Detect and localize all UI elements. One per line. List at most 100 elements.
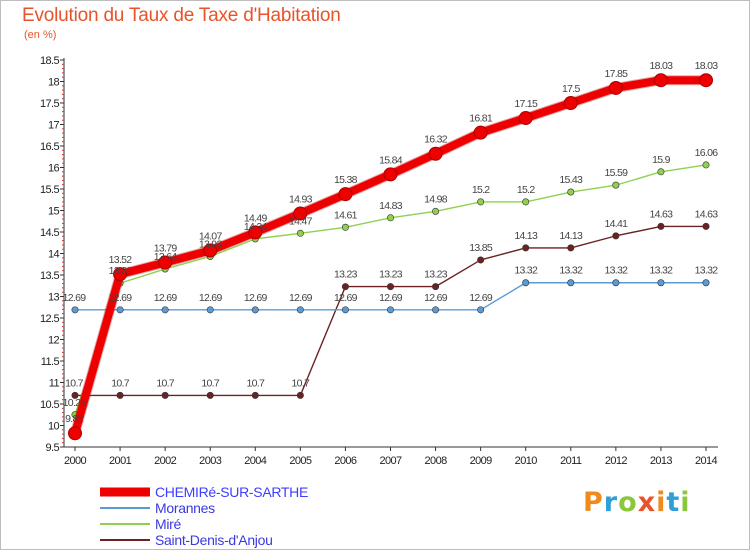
data-label-morannes: 13.32 (559, 265, 583, 277)
x-tick-label: 2014 (695, 455, 718, 467)
x-tick-label: 2011 (560, 455, 582, 467)
x-tick-label: 2012 (605, 455, 628, 467)
data-point-saint-denis-d-anjou (206, 391, 214, 399)
x-tick-label: 2001 (109, 455, 132, 467)
data-label-mir: 14.47 (289, 215, 313, 227)
data-label-saint-denis-d-anjou: 14.41 (604, 218, 628, 230)
y-tick-label: 11 (49, 378, 60, 390)
data-point-morannes (432, 306, 440, 314)
data-point-mir (612, 181, 620, 189)
data-point-morannes (341, 306, 349, 314)
x-tick-label: 2002 (154, 455, 177, 467)
data-label-morannes: 13.32 (650, 265, 674, 277)
data-point-chemir-sur-sarthe (158, 255, 173, 270)
data-label-saint-denis-d-anjou: 10.7 (156, 377, 174, 389)
data-label-chemir-sur-sarthe: 18.03 (695, 60, 719, 72)
data-label-mir: 15.2 (517, 184, 535, 196)
data-point-morannes (612, 279, 620, 287)
legend-label: Morannes (155, 500, 215, 516)
data-point-saint-denis-d-anjou (477, 256, 485, 264)
data-label-chemir-sur-sarthe: 15.38 (334, 174, 358, 186)
y-tick-label: 16.5 (40, 141, 59, 153)
data-label-mir: 13.31 (109, 265, 133, 277)
logo-letter: i (680, 487, 691, 518)
x-tick-label: 2004 (244, 455, 267, 467)
data-label-chemir-sur-sarthe: 13.79 (154, 243, 178, 255)
data-point-chemir-sur-sarthe (428, 146, 443, 161)
data-point-morannes (386, 306, 394, 314)
data-label-morannes: 12.69 (199, 292, 223, 304)
y-tick-label: 10.5 (40, 399, 59, 411)
data-point-chemir-sur-sarthe (473, 125, 488, 140)
data-point-chemir-sur-sarthe (203, 243, 218, 258)
data-label-morannes: 12.69 (109, 292, 133, 304)
y-tick-label: 18.5 (40, 55, 59, 67)
legend-label: Saint-Denis-d'Anjou (155, 532, 273, 548)
data-point-mir (522, 198, 530, 206)
data-label-saint-denis-d-anjou: 10.7 (65, 377, 83, 389)
y-tick-label: 18 (48, 77, 60, 89)
y-tick-label: 9.5 (46, 442, 60, 454)
data-point-saint-denis-d-anjou (386, 283, 394, 291)
y-tick-label: 17.5 (40, 98, 59, 110)
data-label-morannes: 13.32 (604, 265, 628, 277)
chart-title: Evolution du Taux de Taxe d'Habitation (22, 5, 341, 26)
data-label-mir: 16.06 (695, 147, 719, 159)
data-label-saint-denis-d-anjou: 13.85 (469, 242, 493, 254)
data-point-morannes (657, 279, 665, 287)
data-point-chemir-sur-sarthe (653, 73, 668, 88)
data-point-mir (702, 161, 710, 169)
data-point-morannes (116, 306, 124, 314)
data-label-morannes: 13.32 (514, 265, 538, 277)
data-label-saint-denis-d-anjou: 10.7 (111, 377, 129, 389)
data-label-mir: 15.2 (472, 184, 490, 196)
data-label-chemir-sur-sarthe: 15.84 (379, 154, 403, 166)
chart-legend: CHEMIRé-SUR-SARTHEMorannesMiréSaint-Deni… (100, 484, 308, 548)
data-point-chemir-sur-sarthe (383, 167, 398, 182)
data-label-mir: 14.83 (379, 200, 403, 212)
y-tick-label: 15.5 (40, 184, 59, 196)
data-label-chemir-sur-sarthe: 14.49 (244, 212, 268, 224)
data-label-mir: 15.9 (652, 154, 670, 166)
data-label-saint-denis-d-anjou: 13.23 (379, 269, 403, 281)
data-point-saint-denis-d-anjou (522, 244, 530, 252)
y-tick-label: 14 (48, 249, 60, 261)
data-point-saint-denis-d-anjou (702, 222, 710, 230)
data-point-saint-denis-d-anjou (432, 283, 440, 291)
series-layer (68, 73, 713, 441)
data-point-chemir-sur-sarthe (518, 111, 533, 126)
data-label-saint-denis-d-anjou: 10.7 (201, 377, 219, 389)
data-point-saint-denis-d-anjou (251, 391, 259, 399)
data-label-chemir-sur-sarthe: 16.81 (469, 113, 493, 125)
data-label-saint-denis-d-anjou: 14.63 (695, 208, 719, 220)
y-tick-label: 13.5 (40, 270, 59, 282)
data-point-mir (477, 198, 485, 206)
data-label-morannes: 12.69 (469, 292, 493, 304)
data-point-chemir-sur-sarthe (699, 73, 713, 88)
data-label-saint-denis-d-anjou: 13.23 (424, 269, 448, 281)
data-label-morannes: 12.69 (379, 292, 403, 304)
data-label-chemir-sur-sarthe: 18.03 (650, 60, 674, 72)
y-tick-label: 14.5 (40, 227, 59, 239)
data-label-morannes: 12.69 (154, 292, 178, 304)
data-label-chemir-sur-sarthe: 14.07 (199, 230, 223, 242)
data-label-morannes: 12.69 (289, 292, 313, 304)
legend-label: CHEMIRé-SUR-SARTHE (155, 484, 308, 500)
data-point-mir (341, 223, 349, 231)
data-point-mir (386, 214, 394, 222)
x-tick-label: 2000 (64, 455, 87, 467)
data-label-mir: 13.64 (154, 251, 178, 263)
data-label-saint-denis-d-anjou: 10.7 (246, 377, 264, 389)
data-label-chemir-sur-sarthe: 17.15 (514, 98, 538, 110)
data-label-chemir-sur-sarthe: 17.85 (604, 68, 628, 80)
proxiti-logo: Proxiti (583, 487, 691, 518)
data-label-chemir-sur-sarthe: 13.52 (109, 254, 133, 266)
data-label-morannes: 12.69 (334, 292, 358, 304)
data-point-morannes (251, 306, 259, 314)
data-label-chemir-sur-sarthe: 9.82 (65, 413, 83, 425)
data-point-saint-denis-d-anjou (296, 391, 304, 399)
data-label-morannes: 12.69 (244, 292, 268, 304)
logo-letter: i (656, 487, 667, 518)
y-tick-label: 10 (48, 421, 60, 433)
data-label-saint-denis-d-anjou: 10.7 (292, 377, 310, 389)
